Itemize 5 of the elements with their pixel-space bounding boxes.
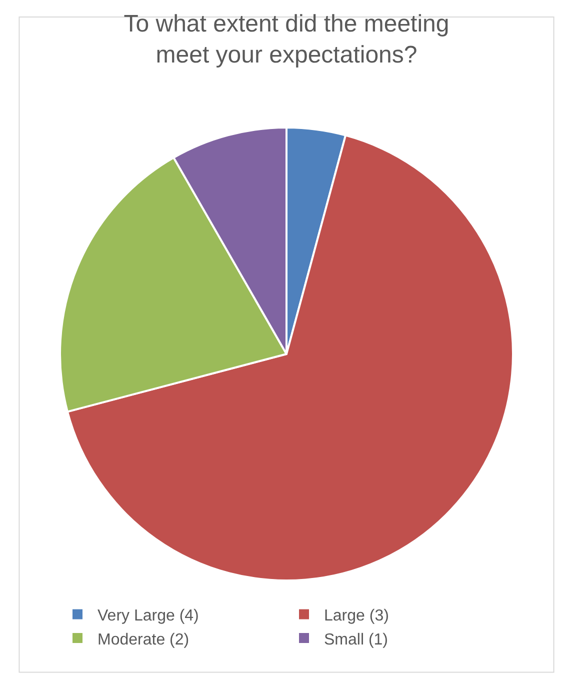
legend-label: Very Large (4)	[98, 608, 199, 624]
chart-title: To what extent did the meeting meet your expectations?	[124, 10, 450, 69]
legend-label: Moderate (2)	[98, 631, 190, 648]
legend-label: Large (3)	[324, 608, 389, 624]
legend-label: Small (1)	[324, 631, 388, 648]
